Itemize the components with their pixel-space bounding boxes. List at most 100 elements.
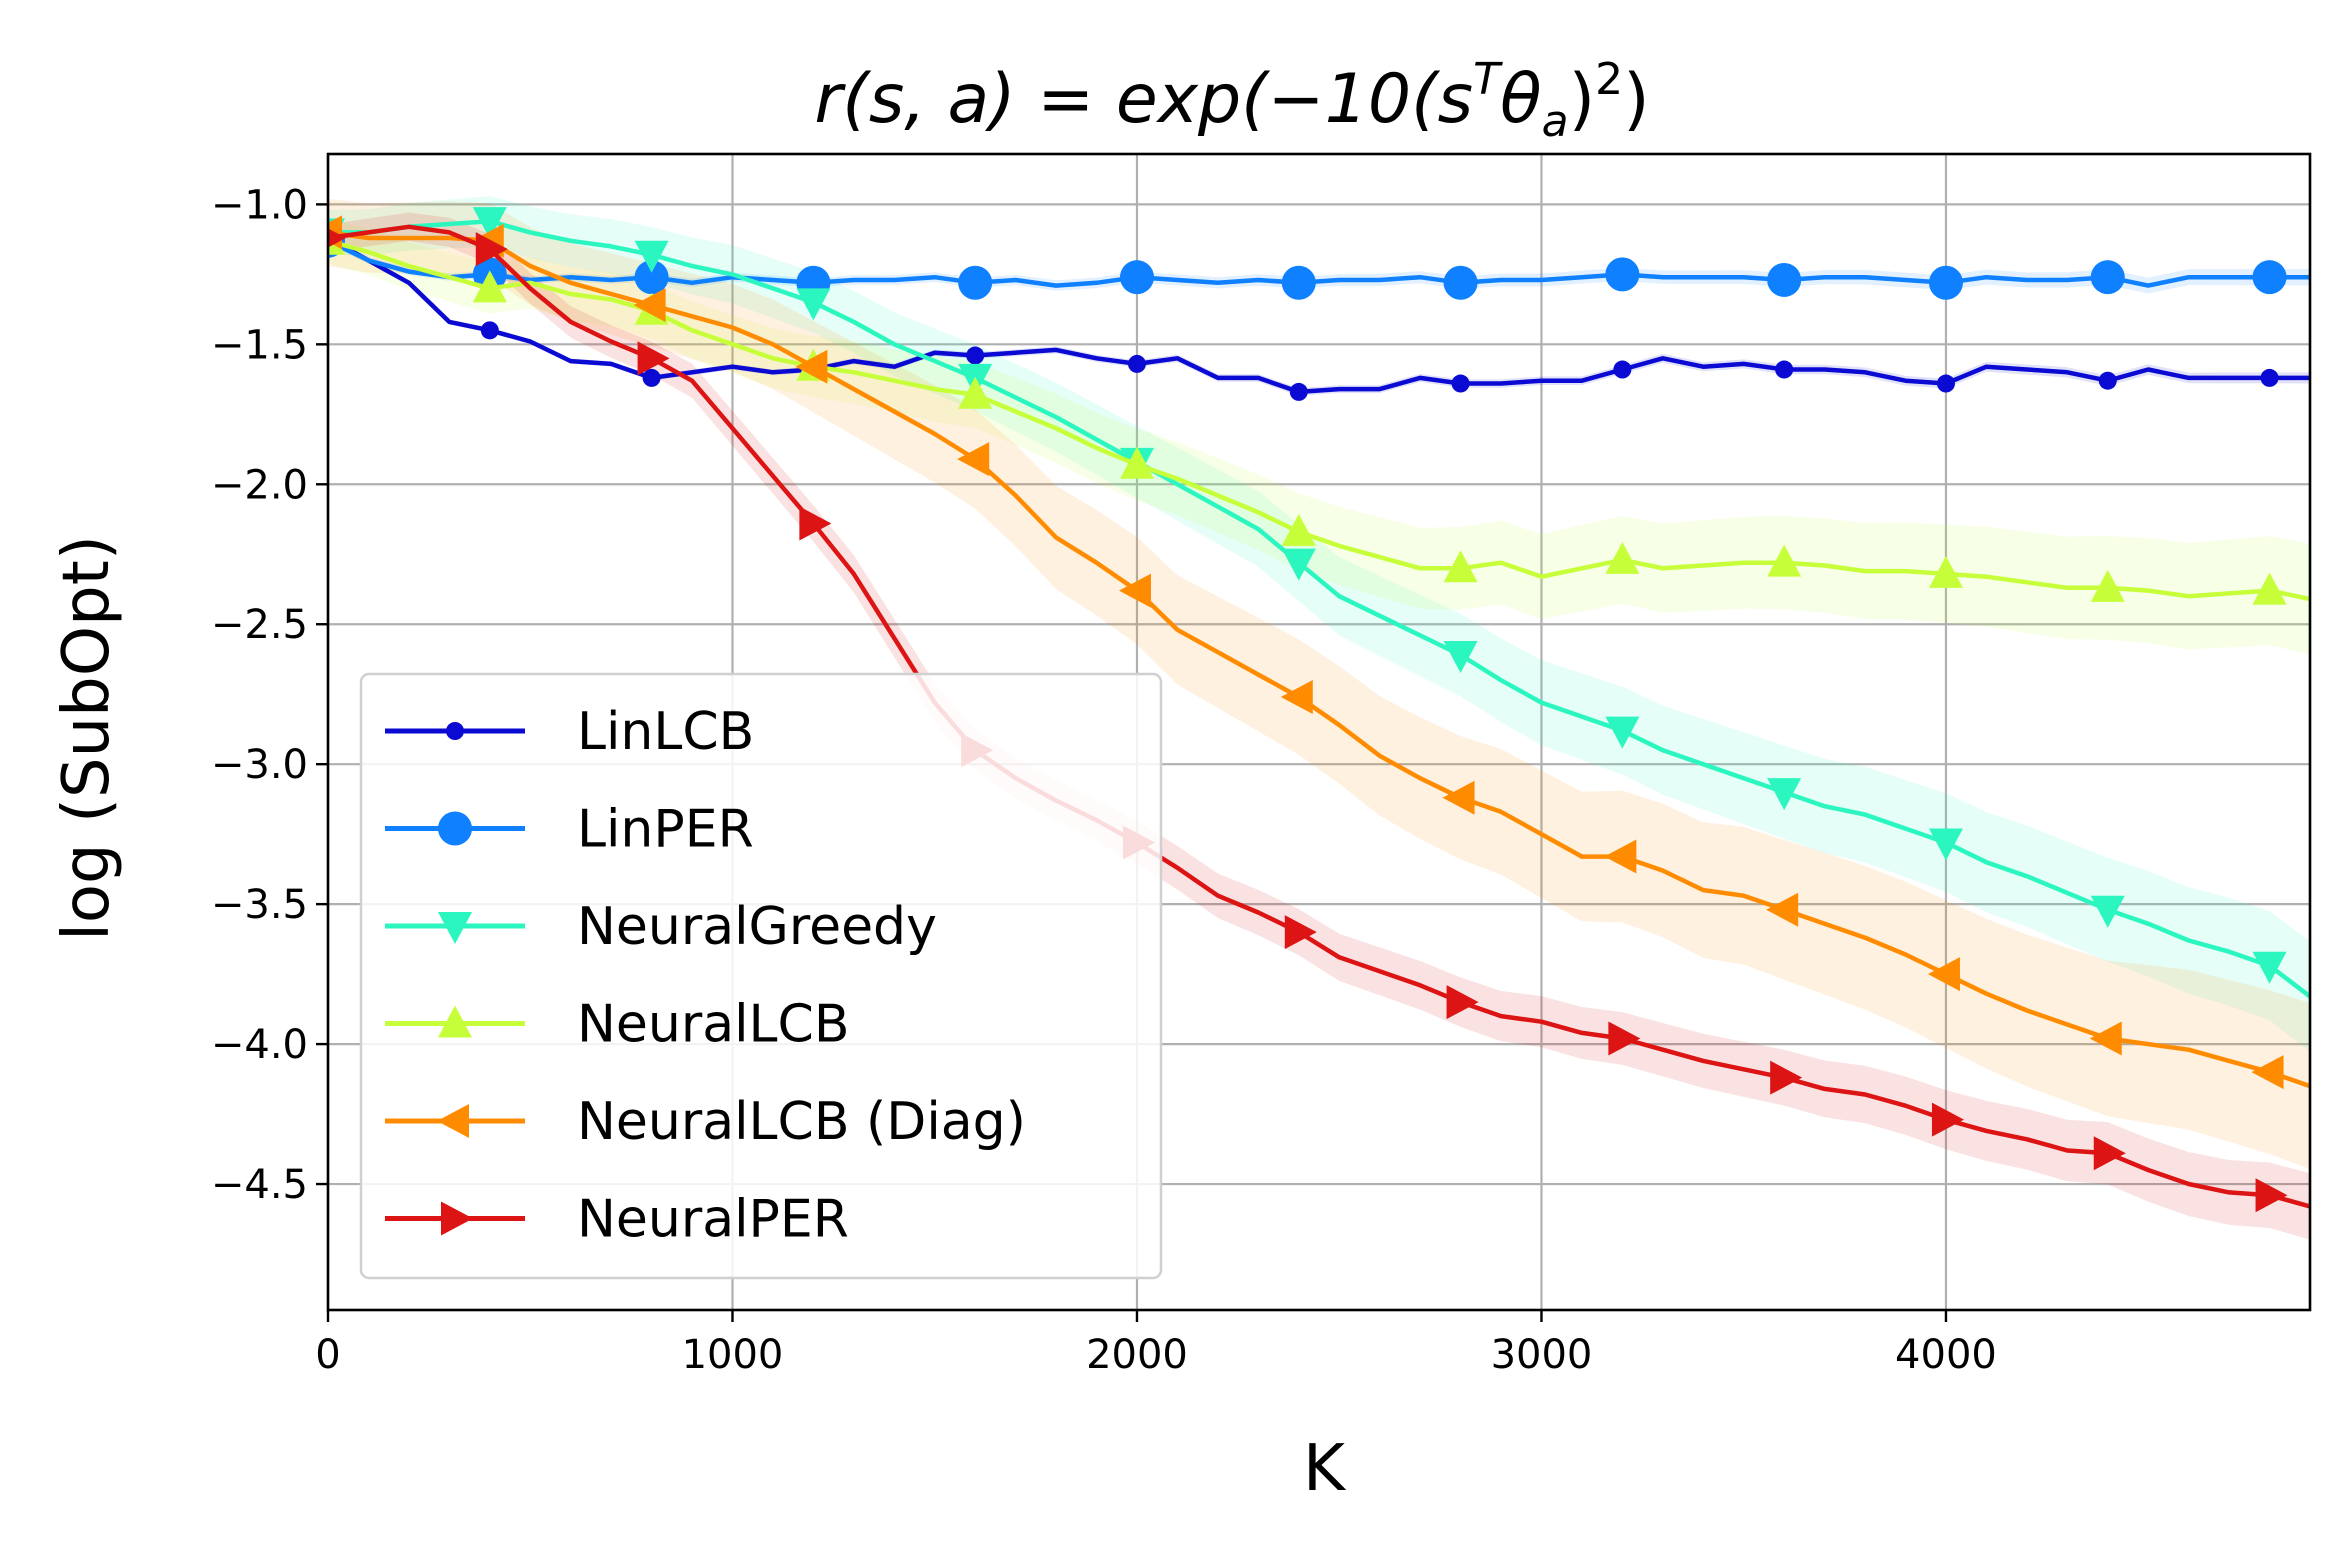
legend-label: NeuralLCB bbox=[577, 995, 850, 1055]
point-linlcb bbox=[1127, 354, 1146, 373]
point-neuralper bbox=[1770, 1060, 1803, 1095]
point-neuralgreedy bbox=[2252, 951, 2287, 984]
point-neuralper bbox=[475, 232, 508, 267]
legend-label: LinPER bbox=[577, 800, 754, 860]
point-neuralgreedy bbox=[2090, 895, 2125, 928]
title-close: ) bbox=[1569, 60, 1596, 139]
point-neurallcb-diag bbox=[2089, 1021, 2122, 1056]
point-linlcb bbox=[1775, 360, 1794, 379]
point-neuralgreedy bbox=[634, 240, 669, 273]
legend-label: NeuralPER bbox=[577, 1190, 849, 1250]
point-neuralper bbox=[637, 341, 670, 376]
point-linper bbox=[634, 260, 669, 295]
series-lines bbox=[328, 207, 2310, 1213]
legend-box bbox=[359, 672, 1163, 1280]
point-linper bbox=[1281, 265, 1316, 300]
legend-marker bbox=[437, 1104, 469, 1138]
title-sup-2: 2 bbox=[1595, 54, 1623, 105]
title-main: r(s, a) = exp(−10(s bbox=[814, 60, 1473, 139]
y-tick-label: −3.0 bbox=[211, 742, 308, 788]
point-neurallcb-diag bbox=[1604, 839, 1637, 874]
x-tick-label: 0 bbox=[315, 1332, 340, 1378]
band-neurallcb-diag- bbox=[328, 198, 2310, 1170]
legend-marker bbox=[438, 811, 472, 846]
y-tick-label: −2.0 bbox=[211, 462, 308, 508]
point-neurallcb bbox=[2252, 572, 2287, 605]
title-sup-t: T bbox=[1473, 54, 1503, 105]
point-neurallcb bbox=[2090, 569, 2125, 602]
point-neurallcb-diag bbox=[1766, 892, 1799, 927]
axes-frame bbox=[326, 152, 2312, 1312]
chart-title: r(s, a) = exp(−10(sTθa)2) bbox=[814, 54, 1649, 147]
point-neuralgreedy bbox=[796, 288, 831, 321]
point-neurallcb bbox=[1605, 541, 1640, 574]
legend-marker bbox=[446, 722, 464, 740]
band-neurallcb bbox=[328, 218, 2310, 655]
legend-item-neurallcb-diag: NeuralLCB (Diag) bbox=[385, 1092, 1026, 1152]
x-tick-label: 4000 bbox=[1895, 1332, 1997, 1378]
title-sub-a: a bbox=[1542, 96, 1569, 147]
point-neurallcb bbox=[1119, 446, 1154, 479]
point-neurallcb-diag bbox=[2251, 1055, 2284, 1090]
point-neuralgreedy bbox=[1928, 828, 1963, 861]
y-tick-label: −4.5 bbox=[211, 1162, 308, 1208]
point-neuralgreedy bbox=[1281, 548, 1316, 581]
title-end: ) bbox=[1623, 60, 1650, 139]
point-neurallcb bbox=[1767, 544, 1802, 577]
point-neurallcb-diag bbox=[633, 288, 666, 323]
point-linlcb bbox=[1289, 382, 1308, 401]
legend-label: NeuralLCB (Diag) bbox=[577, 1092, 1026, 1152]
point-neuralgreedy bbox=[1605, 716, 1640, 749]
ticks: 0 1000 2000 3000 4000 −1.0 −1.5 −2.0 −2.5 −3.0 −3.… bbox=[211, 182, 1997, 1378]
point-linper bbox=[2252, 260, 2287, 295]
point-neuralgreedy bbox=[1443, 641, 1478, 674]
point-linper bbox=[1119, 260, 1154, 295]
title-theta: θ bbox=[1500, 60, 1542, 139]
legend-item-linlcb: LinLCB bbox=[385, 702, 754, 762]
point-linlcb bbox=[1936, 374, 1955, 393]
legend-marker bbox=[438, 1005, 472, 1038]
legend-marker bbox=[438, 912, 472, 944]
point-neurallcb-diag bbox=[957, 442, 990, 477]
series-linper bbox=[328, 223, 2310, 300]
band-neuralgreedy bbox=[328, 196, 2310, 1052]
point-linlcb bbox=[642, 368, 661, 387]
point-linlcb bbox=[2260, 368, 2279, 387]
legend-item-neuralper: NeuralPER bbox=[385, 1190, 849, 1250]
point-neuralper bbox=[1931, 1102, 1964, 1137]
point-linlcb bbox=[2098, 371, 2117, 390]
point-linper bbox=[1928, 265, 1963, 300]
point-neuralgreedy bbox=[472, 207, 507, 240]
series-neuralgreedy bbox=[328, 207, 2310, 999]
point-neuralper bbox=[1284, 915, 1317, 950]
point-neuralper bbox=[2093, 1136, 2126, 1171]
point-neuralgreedy bbox=[1767, 778, 1802, 811]
point-neurallcb-diag bbox=[795, 349, 828, 384]
point-neurallcb bbox=[1928, 555, 1963, 588]
legend-item-neurallcb: NeuralLCB bbox=[385, 995, 850, 1055]
y-tick-label: −1.0 bbox=[211, 182, 308, 228]
y-tick-label: −1.5 bbox=[211, 322, 308, 368]
point-linper bbox=[1605, 257, 1640, 292]
x-tick-label: 2000 bbox=[1086, 1332, 1188, 1378]
x-tick-label: 1000 bbox=[682, 1332, 784, 1378]
point-linlcb bbox=[1451, 374, 1470, 393]
point-neurallcb-diag bbox=[1442, 780, 1475, 815]
legend-item-linper: LinPER bbox=[385, 800, 754, 860]
point-neuralper bbox=[2255, 1178, 2288, 1213]
band-neuralper bbox=[328, 212, 2310, 1240]
point-neurallcb bbox=[472, 270, 507, 303]
x-axis-label: K bbox=[1303, 1432, 1347, 1506]
legend-label: NeuralGreedy bbox=[577, 897, 937, 957]
legend-marker bbox=[441, 1201, 473, 1236]
point-neuralper bbox=[1446, 985, 1479, 1020]
y-tick-label: −2.5 bbox=[211, 602, 308, 648]
point-linper bbox=[1443, 265, 1478, 300]
point-neurallcb-diag bbox=[1118, 573, 1151, 608]
point-neurallcb-diag bbox=[328, 215, 342, 250]
y-tick-label: −4.0 bbox=[211, 1022, 308, 1068]
point-neurallcb bbox=[1281, 513, 1316, 546]
point-linlcb bbox=[480, 321, 499, 340]
point-linper bbox=[1767, 262, 1802, 297]
